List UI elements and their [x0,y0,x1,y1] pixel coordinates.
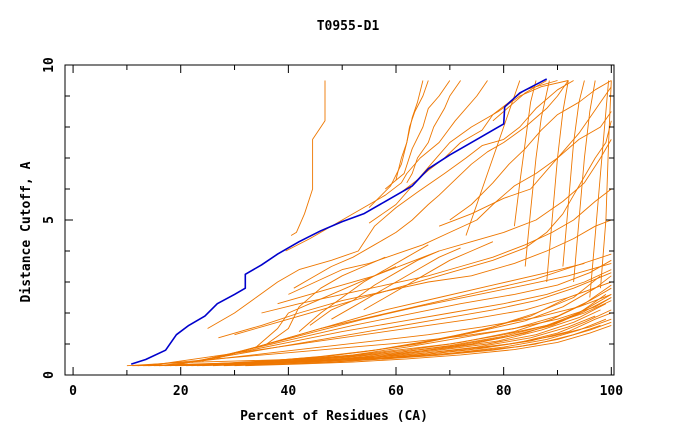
model-line-45 [245,324,612,367]
model-line-11 [492,80,547,122]
model-line-49 [180,269,612,365]
model-line-23 [546,80,569,283]
axis-tick-labels: 0 20 40 60 80 100 0 5 10 [42,57,623,399]
model-line-4 [207,80,574,329]
model-line-3 [293,80,569,289]
model-line-22 [600,80,612,289]
model-line-31 [169,275,601,367]
x-tick-label-0: 0 [69,384,77,399]
highlight-line-group [130,78,548,365]
model-line-7 [406,80,461,184]
model-line-57 [298,244,429,332]
model-line-46 [159,293,612,367]
model-line-5 [368,80,569,224]
model-line-16 [234,120,612,336]
model-line-14 [261,188,612,314]
model-line-24 [524,80,550,267]
model-line-44 [234,318,607,367]
model-line-59 [309,250,440,326]
chart-title: T0955-D1 [317,19,380,34]
model-line-17 [449,80,612,221]
model-line-33 [191,284,612,367]
y-tick-label-0: 0 [42,371,57,379]
model-line-1 [290,80,326,236]
model-line-27 [126,300,612,367]
model-line-18 [438,86,612,227]
model-line-10 [368,80,429,208]
x-tick-label-60: 60 [388,384,404,399]
x-tick-label-80: 80 [496,384,512,399]
x-tick-label-40: 40 [281,384,297,399]
model-line-19 [573,80,596,283]
model-line-40 [132,318,612,367]
model-line-48 [169,272,612,367]
model-line-26 [465,80,521,236]
y-tick-label-10: 10 [42,57,57,73]
y-tick-label-5: 5 [42,216,57,224]
highlight-model-line [130,78,548,365]
model-line-25 [513,80,537,227]
model-line-12 [288,111,612,295]
model-line-42 [212,312,612,367]
model-line-9 [395,80,424,180]
y-axis-label: Distance Cutoff, A [19,161,34,302]
model-line-56 [266,256,386,345]
model-line-60 [363,241,494,311]
model-line-58 [331,247,461,320]
x-tick-label-100: 100 [600,384,624,399]
axis-ticks [65,64,614,376]
model-line-21 [589,80,610,298]
model-line-13 [277,139,612,305]
model-line-50 [191,259,612,364]
model-line-8 [385,80,451,190]
model-line-54 [223,262,585,357]
model-line-52 [137,297,612,367]
x-axis-label: Percent of Residues (CA) [240,409,428,424]
x-tick-label-20: 20 [173,384,189,399]
model-line-51 [202,262,612,362]
model-line-20 [562,80,585,267]
